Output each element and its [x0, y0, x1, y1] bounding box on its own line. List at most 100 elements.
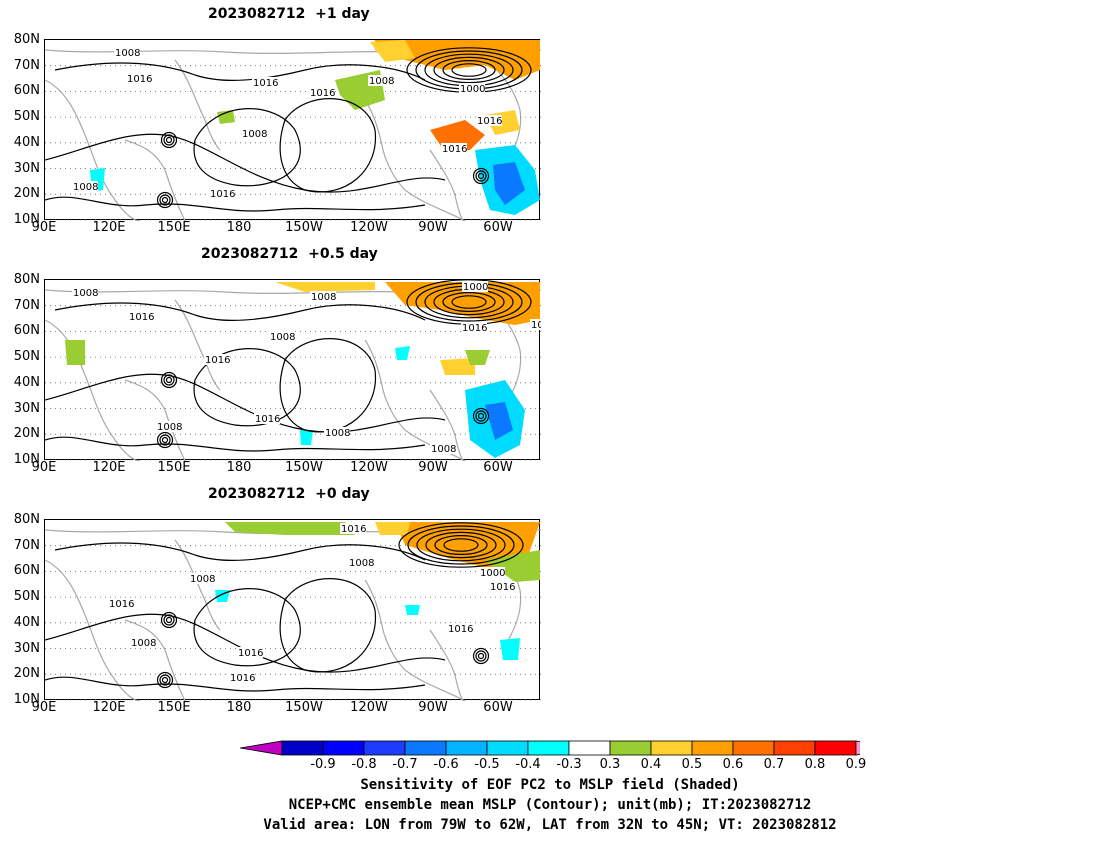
map-canvas: 1008 1016 1016 1008 1016 1008 1000 1016 1016 1008… [45, 40, 541, 221]
contour-label-bg [241, 128, 267, 139]
lon-tick-label: 120W [350, 460, 388, 475]
shaded-region [375, 522, 410, 535]
colorbar-tick-label: -0.4 [515, 757, 541, 772]
gridlines [45, 545, 541, 701]
tight-low-contour [156, 191, 174, 209]
low-pressure-contour [443, 538, 479, 552]
lat-tick-label: 40N [13, 374, 40, 390]
map-canvas: 1016 1008 1008 1000 1016 1016 1016 1008 1016 1016 [45, 522, 541, 701]
tight-low-contour [159, 674, 171, 686]
colorbar [240, 740, 860, 756]
isobar [54, 302, 426, 322]
low-pressure-contour [433, 56, 505, 84]
lat-tick-label: 60N [13, 83, 40, 99]
lat-tick-label: 80N [13, 272, 40, 287]
contour-label: 1016 [442, 144, 467, 155]
tight-low-contour [163, 374, 175, 386]
contour-label: 1016 [127, 74, 152, 85]
tight-low-contour [160, 131, 178, 149]
lon-tick-label: 150W [285, 700, 323, 715]
contour-label: 1016 [109, 599, 134, 610]
shaded-region [225, 522, 355, 535]
contour-label: 1008 [157, 422, 182, 433]
contour-label: 1008 [270, 332, 295, 343]
lon-tick-label: 90E [31, 460, 57, 475]
contour-label-bg [128, 311, 154, 322]
shaded-region [370, 40, 415, 62]
contour-label: 1000 [480, 568, 505, 579]
isobar [54, 62, 426, 82]
caption-line-1: Sensitivity of EOF PC2 to MSLP field (Sh… [360, 777, 740, 793]
mslp-contours [45, 522, 524, 692]
isobar [193, 588, 301, 667]
colorbar-segment [322, 740, 365, 756]
isobar [45, 613, 446, 673]
contour-label: 1008 [369, 76, 394, 87]
tight-low-contour [475, 170, 487, 182]
lat-tick-label: 80N [13, 512, 40, 527]
caption-line-3: Valid area: LON from 79W to 62W, LAT fro… [263, 817, 837, 833]
contour-label-bg [324, 427, 350, 438]
colorbar-tick-label: 0.9 [845, 757, 867, 772]
lon-tick-label: 90W [418, 460, 448, 475]
colorbar-segment [691, 740, 734, 756]
tight-low-contour [163, 614, 175, 626]
contour-label-bg [209, 188, 235, 199]
lat-tick-label: 10N [13, 211, 40, 227]
lat-tick-label: 50N [13, 349, 40, 365]
lat-tick-label: 60N [13, 563, 40, 579]
sensitivity-shading [65, 282, 540, 458]
contour-label-bg [462, 281, 488, 292]
lat-tick-label: 60N [13, 323, 40, 339]
map-panel: 1016 1008 1008 1000 1016 1016 1016 1008 1016 1016 [44, 519, 541, 701]
panel-title: 2023082712 +0.5 day [201, 246, 378, 262]
contour-label: 1008 [190, 574, 215, 585]
panel-title: 2023082712 +0 day [208, 486, 370, 502]
tight-low-contour [165, 376, 173, 384]
contour-label-bg [530, 319, 541, 330]
lat-tick-label: 40N [13, 614, 40, 630]
lon-tick-label: 120E [92, 220, 126, 235]
contour-label-bg [189, 573, 215, 584]
contour-label-bg [114, 47, 140, 58]
contour-label: 1016 [253, 78, 278, 89]
tight-low-contour [165, 136, 173, 144]
isobar [54, 542, 426, 562]
lat-tick-label: 30N [13, 400, 40, 416]
contour-label: 1016 [230, 673, 255, 684]
shaded-region [300, 430, 313, 445]
contour-label: 1008 [349, 558, 374, 569]
isobar [279, 338, 377, 433]
colorbar-tick-label: 0.5 [681, 757, 703, 772]
contour-label-bg [156, 421, 182, 432]
low-pressure-contour [407, 525, 515, 565]
contour-label-bg [229, 672, 255, 683]
lat-tick-label: 20N [13, 426, 40, 442]
contour-label: 1016 [490, 582, 515, 593]
contour-label: 1016 [341, 524, 366, 535]
low-pressure-contour [442, 60, 496, 80]
colorbar-segment [609, 740, 652, 756]
tight-low-contour [163, 134, 175, 146]
contour-label-bg [447, 623, 473, 634]
shaded-region [217, 110, 235, 124]
tight-low-contour [156, 431, 174, 449]
isobar [279, 578, 377, 673]
contour-label: 1008 [73, 288, 98, 299]
sensitivity-shading [90, 40, 540, 215]
low-pressure-contour [451, 295, 487, 309]
contour-label-bg [309, 87, 335, 98]
panel-title: 2023082712 +1 day [208, 6, 370, 22]
map-panel: 1008 1016 1016 1008 1016 1008 1000 1016 1016 1008… [44, 39, 541, 221]
colorbar-tick-label: -0.5 [474, 757, 500, 772]
colorbar-max-arrow [855, 740, 860, 756]
low-pressure-contour [434, 535, 488, 555]
contour-label: 1016 [448, 624, 473, 635]
lon-tick-label: 120W [350, 700, 388, 715]
tight-low-contour [477, 172, 485, 180]
tight-low-contour [161, 196, 169, 204]
colorbar-tick-label: 0.7 [763, 757, 785, 772]
lon-tick-label: 180 [226, 700, 252, 715]
contour-label: 1016 [531, 320, 541, 331]
shaded-region [465, 350, 490, 365]
